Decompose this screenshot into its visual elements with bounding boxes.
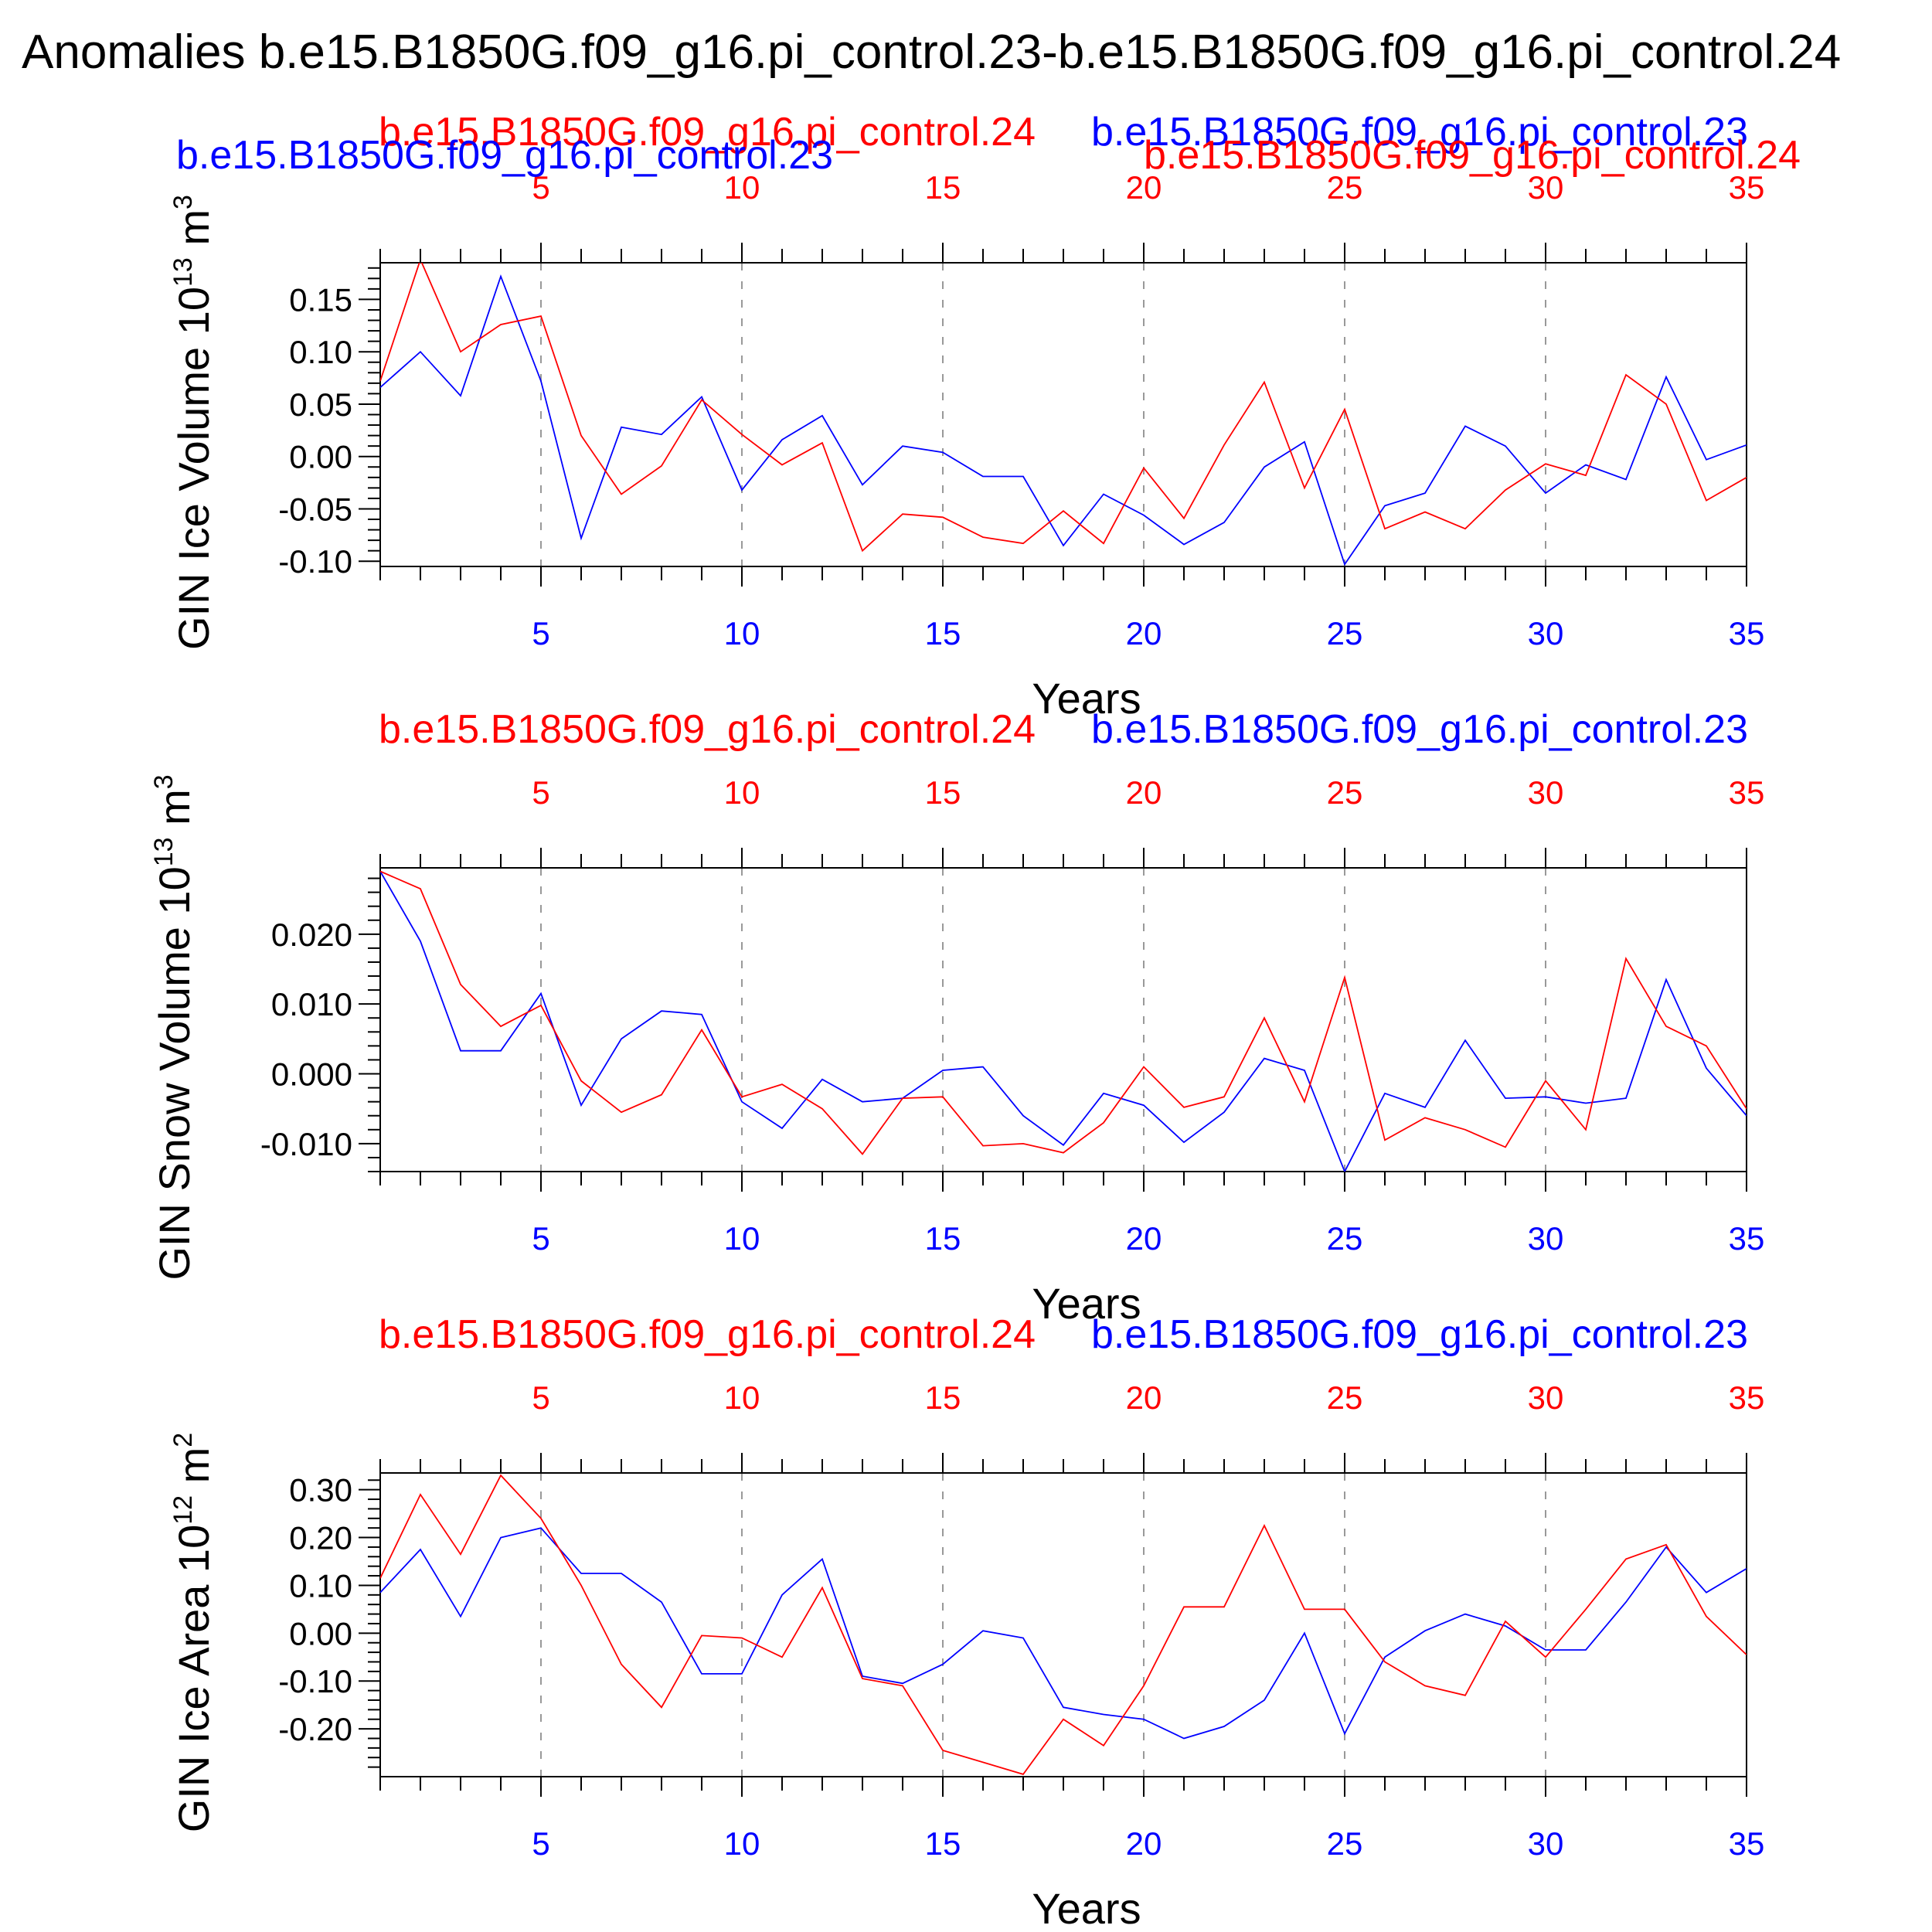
y-tick-label: 0.000 [271,1056,352,1093]
y-axis-title-unit: m [169,1447,218,1495]
y-tick-label: -0.10 [278,1663,352,1699]
x-tick-label-bottom: 15 [925,1825,961,1862]
y-axis-title-text: GIN Snow Volume 10 [150,866,199,1280]
x-tick-label-top: 10 [724,1379,760,1416]
y-axis-title-unit-exponent: 2 [168,1433,198,1447]
x-tick-label-bottom: 5 [532,1220,549,1257]
panels-group: -0.10-0.050.000.050.100.1555101015152020… [149,110,1801,1932]
series-label-blue: b.e15.B1850G.f09_g16.pi_control.23 [1091,1312,1748,1357]
y-axis-title: GIN Ice Volume 1013 m3 [168,195,218,650]
x-tick-label-bottom: 25 [1327,615,1363,651]
x-tick-label-bottom: 10 [724,615,760,651]
x-tick-label-top: 30 [1528,1379,1564,1416]
plot-frame [379,262,1747,567]
x-tick-label-bottom: 15 [925,615,961,651]
panel-1: -0.10 -0.05 0.00 0.05 0.10 0.15 5 5 10 10 15 15 20 20… [168,110,1801,723]
series-line-blue [380,274,1747,566]
panel-3: -0.20 -0.10 0.00 0.10 0.20 0.30 5 5 10 10 15 15 20 20… [168,1312,1764,1932]
y-tick-label: 0.20 [289,1520,352,1556]
x-tick-label-top: 10 [724,169,760,206]
x-tick-label-bottom: 10 [724,1220,760,1257]
x-tick-label-top: 20 [1126,169,1162,206]
x-tick-label-bottom: 30 [1528,1220,1564,1257]
x-tick-label-top: 10 [724,774,760,811]
x-tick-label-bottom: 5 [532,1825,549,1862]
y-tick-label: -0.05 [278,491,352,527]
x-tick-label-bottom: 20 [1126,1825,1162,1862]
x-tick-label-bottom: 15 [925,1220,961,1257]
x-axis-title: Years [1032,1279,1141,1328]
x-axis-title: Years [1032,1884,1141,1932]
x-tick-label-bottom: 30 [1528,615,1564,651]
y-tick-label: 0.020 [271,917,352,953]
x-tick-label-bottom: 35 [1729,615,1765,651]
x-tick-label-bottom: 20 [1126,615,1162,651]
series-line-red [380,263,1747,553]
figure-title: Anomalies b.e15.B1850G.f09_g16.pi_contro… [22,26,1841,79]
x-tick-label-top: 5 [532,774,549,811]
y-axis-title-exponent: 12 [168,1495,198,1525]
x-tick-label-bottom: 30 [1528,1825,1564,1862]
y-axis-title-unit-exponent: 3 [149,774,179,789]
y-axis-title-unit-exponent: 3 [168,195,198,209]
series-line-blue [380,871,1747,1172]
y-axis-title-text: GIN Ice Volume 10 [169,287,218,650]
x-tick-label-top: 20 [1126,1379,1162,1416]
x-axis-title: Years [1032,674,1141,723]
y-tick-label: 0.10 [289,334,352,370]
y-axis-title-exponent: 13 [168,257,198,287]
x-tick-label-bottom: 25 [1327,1220,1363,1257]
series-label-blue-right: b.e15.B1850G.f09_g16.pi_control.23 [1091,110,1748,155]
y-tick-label: -0.20 [278,1711,352,1747]
x-tick-label-bottom: 5 [532,615,549,651]
series-label-red-right: b.e15.B1850G.f09_g16.pi_control.24 [1144,133,1801,178]
y-axis-title-exponent: 13 [149,837,179,866]
x-tick-label-top: 35 [1729,774,1765,811]
y-tick-label: 0.05 [289,386,352,423]
x-tick-label-top: 15 [925,774,961,811]
x-tick-label-bottom: 20 [1126,1220,1162,1257]
y-tick-label: -0.010 [260,1126,352,1162]
series-label-blue: b.e15.B1850G.f09_g16.pi_control.23 [176,133,833,178]
series-label-red: b.e15.B1850G.f09_g16.pi_control.24 [379,1312,1036,1357]
series-label-red: b.e15.B1850G.f09_g16.pi_control.24 [379,707,1036,752]
panel-2: -0.010 0.000 0.010 0.020 5 5 10 10 15 15 20 20 25 25 3… [149,707,1764,1328]
y-tick-label: 0.010 [271,986,352,1022]
x-tick-label-top: 20 [1126,774,1162,811]
x-tick-label-top: 30 [1528,774,1564,811]
x-tick-label-top: 25 [1327,1379,1363,1416]
series-line-blue [380,1527,1747,1740]
x-tick-label-bottom: 10 [724,1825,760,1862]
x-tick-label-top: 25 [1327,169,1363,206]
y-axis-title-unit: m [169,209,218,257]
x-tick-label-bottom: 35 [1729,1220,1765,1257]
y-tick-label: 0.15 [289,281,352,318]
x-tick-label-top: 15 [925,1379,961,1416]
plot-frame [379,1472,1747,1777]
y-tick-label: 0.10 [289,1567,352,1604]
y-axis-title: GIN Ice Area 1012 m2 [168,1433,218,1832]
y-tick-label: -0.10 [278,543,352,580]
plot-frame [379,867,1747,1172]
x-tick-label-top: 25 [1327,774,1363,811]
series-line-red [380,870,1747,1155]
y-tick-label: 0.00 [289,439,352,475]
y-axis-title: GIN Snow Volume 1013 m3 [149,774,199,1280]
x-tick-label-top: 5 [532,169,549,206]
x-tick-label-top: 15 [925,169,961,206]
y-axis-title-unit: m [150,789,199,837]
x-tick-label-top: 35 [1729,1379,1765,1416]
x-tick-label-top: 5 [532,1379,549,1416]
x-tick-label-top: 35 [1729,169,1765,206]
y-axis-title-text: GIN Ice Area 10 [169,1525,218,1832]
series-label-blue: b.e15.B1850G.f09_g16.pi_control.23 [1091,707,1748,752]
series-line-red [380,1474,1747,1775]
y-tick-label: 0.30 [289,1472,352,1509]
x-tick-label-bottom: 25 [1327,1825,1363,1862]
x-tick-label-bottom: 35 [1729,1825,1765,1862]
x-tick-label-top: 30 [1528,169,1564,206]
y-tick-label: 0.00 [289,1615,352,1651]
series-label-red: b.e15.B1850G.f09_g16.pi_control.24 [379,110,1036,155]
